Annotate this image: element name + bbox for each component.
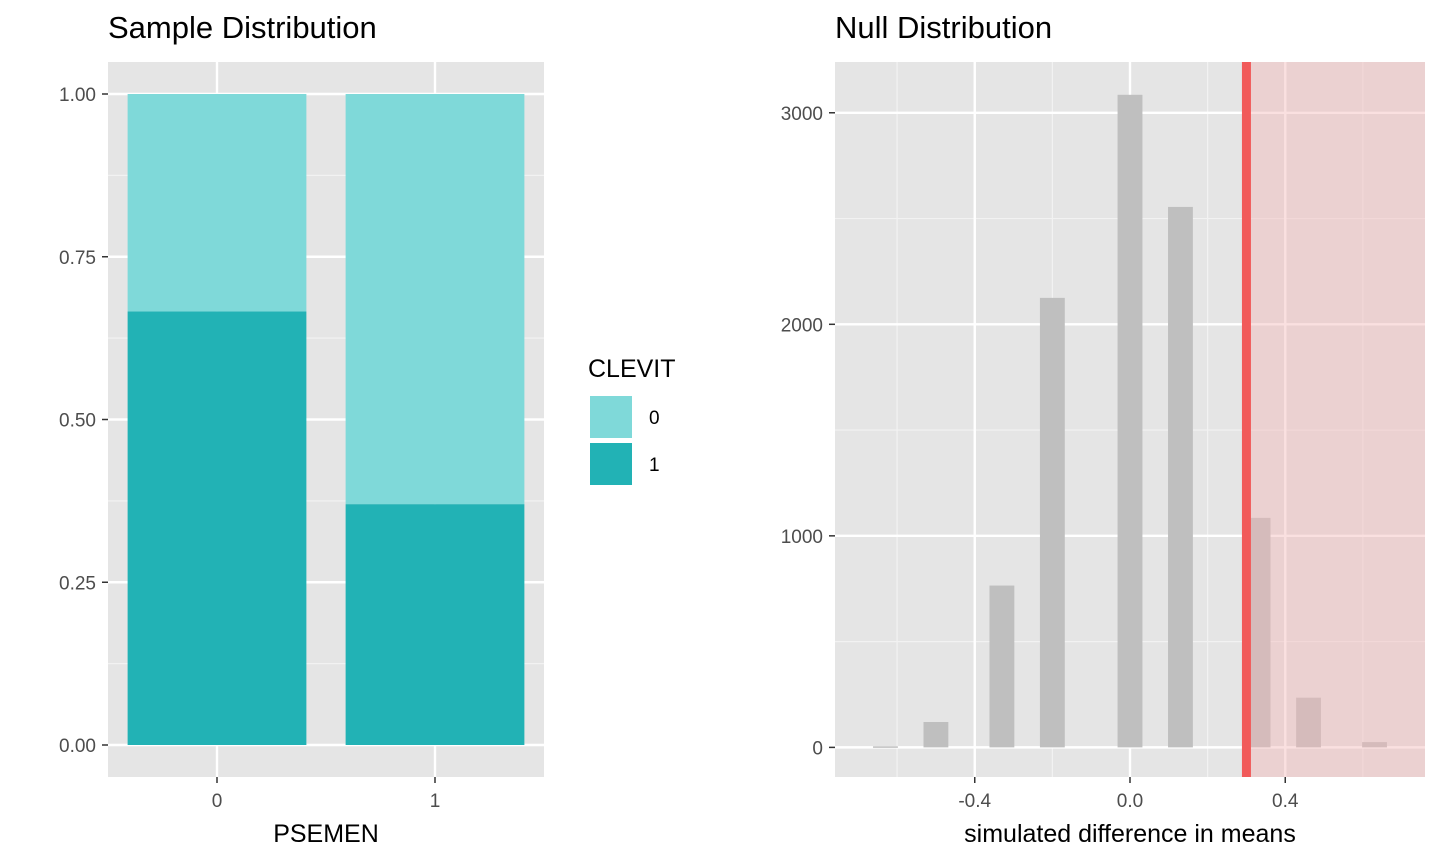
y-tick-label: 1.00 <box>59 85 96 106</box>
null-x-axis-title: simulated difference in means <box>964 820 1296 848</box>
x-tick-label: 0 <box>212 791 223 812</box>
y-tick-label: 0 <box>812 738 823 759</box>
shade-region <box>1246 62 1425 777</box>
sample-bars <box>127 94 525 745</box>
y-tick-label: 1000 <box>781 527 823 548</box>
x-tick-label: -0.4 <box>958 791 991 812</box>
sample-y-axis: 0.00 0.25 0.50 0.75 1.00 <box>59 85 108 757</box>
null-x-axis: -0.4 0.0 0.4 <box>958 777 1299 812</box>
histogram-bar <box>873 746 898 748</box>
y-tick-label: 0.50 <box>59 411 96 432</box>
null-distribution-title: Null Distribution <box>835 10 1052 45</box>
histogram-bar <box>1168 206 1193 748</box>
legend-swatch-0 <box>590 396 632 438</box>
null-distribution-panel: Null Distribution 0 1000 2000 3000 -0.4 0.0 0… <box>781 10 1425 848</box>
legend-label-1: 1 <box>649 455 660 476</box>
null-histogram-bars <box>873 94 1387 748</box>
bar-psemen-0-clevit-1 <box>127 311 307 745</box>
y-tick-label: 2000 <box>781 315 823 336</box>
y-tick-label: 0.75 <box>59 248 96 269</box>
legend-label-0: 0 <box>649 408 660 429</box>
histogram-bar <box>923 722 949 748</box>
null-y-axis: 0 1000 2000 3000 <box>781 104 835 759</box>
bar-psemen-1-clevit-0 <box>345 94 525 505</box>
histogram-bar <box>1296 697 1321 748</box>
legend: CLEVIT 0 1 <box>588 355 676 485</box>
histogram-bar <box>1362 742 1387 748</box>
x-tick-label: 0.0 <box>1117 791 1143 812</box>
histogram-bar <box>989 585 1015 748</box>
y-tick-label: 0.00 <box>59 736 96 757</box>
bar-psemen-1-clevit-1 <box>345 504 525 745</box>
y-tick-label: 0.25 <box>59 573 96 594</box>
bar-psemen-0-clevit-0 <box>127 94 307 312</box>
x-tick-label: 0.4 <box>1272 791 1299 812</box>
y-tick-label: 3000 <box>781 104 823 125</box>
shaded-region <box>1246 62 1425 777</box>
legend-title: CLEVIT <box>588 355 676 383</box>
histogram-bar <box>1039 297 1065 748</box>
sample-distribution-title: Sample Distribution <box>108 10 377 45</box>
x-tick-label: 1 <box>430 791 441 812</box>
sample-distribution-panel: Sample Distribution 0.00 0.25 0.50 0.75 1.00… <box>59 10 544 848</box>
histogram-bar <box>1117 94 1143 748</box>
legend-swatch-1 <box>590 443 632 485</box>
sample-x-axis-title: PSEMEN <box>273 820 379 848</box>
